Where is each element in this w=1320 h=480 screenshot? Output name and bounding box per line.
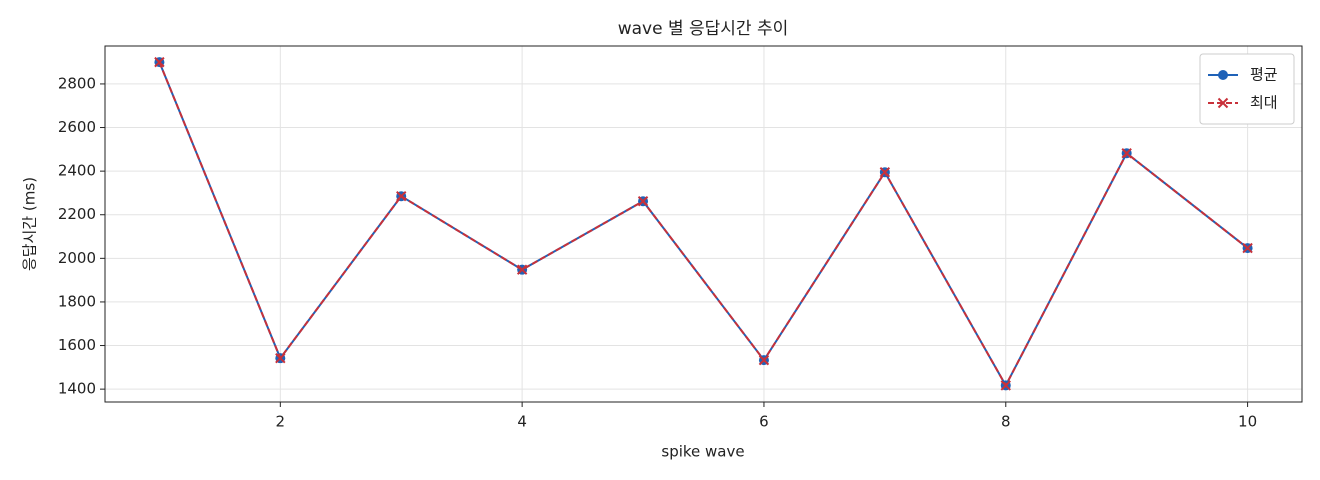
x-tick-label: 6 [759, 413, 769, 431]
marker [1218, 70, 1228, 80]
marker [154, 56, 165, 68]
y-tick-label: 2200 [58, 205, 96, 223]
y-tick-label: 2000 [58, 249, 96, 267]
x-tick-label: 10 [1238, 413, 1257, 431]
legend-box [1199, 53, 1295, 125]
marker [516, 264, 528, 275]
marker [1217, 97, 1229, 109]
legend-label: 최대 [1250, 94, 1278, 112]
x-axis-label: spike wave [661, 443, 744, 461]
marker [1121, 148, 1132, 159]
y-tick-label: 1400 [58, 380, 96, 398]
y-tick-label: 1600 [58, 336, 96, 354]
y-tick-label: 1800 [58, 292, 96, 310]
series-line [158, 61, 1249, 388]
x-tick-label: 8 [1001, 413, 1011, 431]
x-tick-label: 4 [517, 413, 527, 431]
plot-frame [104, 45, 1303, 403]
y-tick-label: 2400 [58, 162, 96, 180]
marker [879, 167, 891, 178]
y-tick-label: 2800 [58, 74, 96, 92]
marker [396, 190, 407, 202]
series-line [158, 61, 1249, 388]
marker [1000, 380, 1011, 391]
marker [275, 352, 286, 364]
marker [758, 354, 770, 366]
chart-title: wave 별 응답시간 추이 [618, 19, 789, 39]
x-tick-label: 2 [276, 413, 286, 431]
legend-label: 평균 [1250, 66, 1278, 84]
marker [637, 196, 649, 207]
marker [1242, 242, 1253, 254]
y-axis-label: 응답시간 (ms) [21, 177, 39, 271]
y-tick-label: 2600 [58, 118, 96, 136]
